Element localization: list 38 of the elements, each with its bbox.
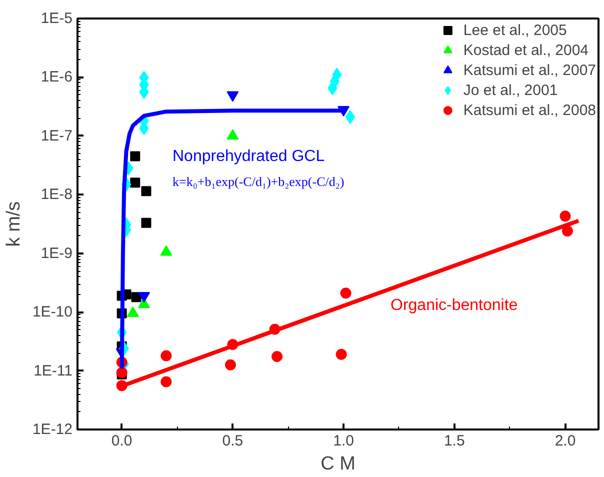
y-tick-label: 1E-10 xyxy=(32,304,73,321)
annotation: Nonprehydrated GCL xyxy=(172,148,325,165)
point xyxy=(141,186,152,196)
point xyxy=(562,226,573,237)
legend-label: Kostad et al., 2004 xyxy=(463,42,589,58)
x-tick-label: 1.5 xyxy=(444,432,465,450)
point xyxy=(560,210,571,222)
point xyxy=(345,110,356,124)
point xyxy=(160,350,172,362)
y-tick-label: 1E-5 xyxy=(40,10,73,27)
y-tick-label: 1E-11 xyxy=(34,362,73,380)
annotation: k=k₀+b₁exp(-C/d₁)+b₂exp(-C/d₂) xyxy=(172,174,344,189)
x-axis-title: C M xyxy=(320,454,356,474)
legend-label: Lee et al., 2005 xyxy=(463,22,567,38)
annotation: Organic-bentonite xyxy=(390,297,518,314)
x-tick-label: 0.5 xyxy=(222,432,244,450)
point xyxy=(336,348,347,360)
point xyxy=(272,351,283,362)
y-tick-label: 1E-8 xyxy=(40,186,73,204)
point xyxy=(126,306,139,318)
point xyxy=(130,151,140,162)
point xyxy=(130,178,140,188)
point xyxy=(160,376,172,388)
legend-label: Jo et al., 2001 xyxy=(463,82,558,98)
legend-label: Katsumi et al., 2007 xyxy=(463,62,596,78)
y-tick-label: 1E-12 xyxy=(32,421,73,438)
y-tick-label: 1E-9 xyxy=(40,244,73,262)
x-tick-label: 1.0 xyxy=(333,432,354,450)
y-axis-title: k m/s xyxy=(3,201,24,247)
x-tick-label: 2.0 xyxy=(554,432,576,450)
x-tick-label: 0.0 xyxy=(111,432,132,450)
point xyxy=(224,359,236,370)
y-tick-label: 1E-6 xyxy=(40,68,73,86)
legend-label: Katsumi et al., 2008 xyxy=(463,102,596,118)
point xyxy=(141,218,152,228)
point xyxy=(340,288,352,299)
point xyxy=(226,129,239,140)
y-tick-label: 1E-7 xyxy=(40,127,73,144)
